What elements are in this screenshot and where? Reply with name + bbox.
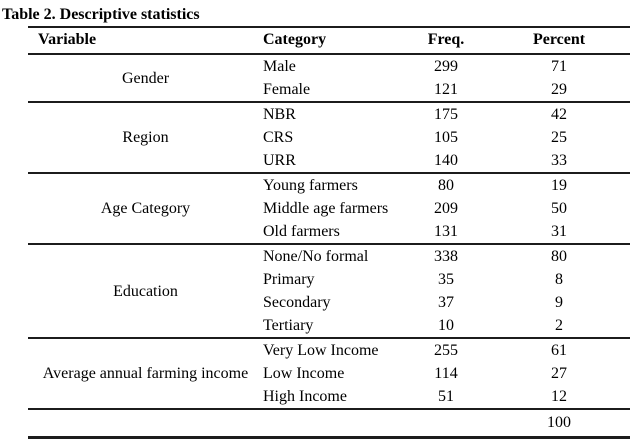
column-header-variable: Variable bbox=[28, 27, 263, 55]
percent-cell: 27 bbox=[551, 365, 567, 382]
table-row: Primary 35 8 bbox=[28, 268, 630, 291]
percent-cell: 12 bbox=[551, 388, 567, 405]
total-spacer-cell bbox=[28, 408, 488, 438]
category-cell: Male bbox=[263, 53, 404, 78]
category-cell: URR bbox=[263, 152, 296, 169]
freq-cell: 105 bbox=[434, 129, 458, 146]
column-header-percent: Percent bbox=[488, 27, 630, 55]
freq-cell: 209 bbox=[434, 200, 458, 217]
percent-cell: 61 bbox=[488, 337, 630, 362]
column-header-category: Category bbox=[263, 27, 404, 55]
freq-cell: 140 bbox=[434, 152, 458, 169]
table-row: CRS 105 25 bbox=[28, 126, 630, 149]
table-row: High Income 51 12 bbox=[28, 385, 630, 409]
table-row: Gender Male 299 71 bbox=[28, 53, 630, 102]
descriptive-statistics-table: Variable Category Freq. Percent Gender Ma… bbox=[28, 26, 630, 439]
percent-cell: 2 bbox=[555, 317, 563, 334]
table-row: Average annual farming income Very Low In… bbox=[28, 337, 630, 409]
category-cell: Middle age farmers bbox=[263, 200, 389, 217]
freq-cell: 35 bbox=[438, 271, 454, 288]
percent-cell: 8 bbox=[555, 271, 563, 288]
percent-cell: 50 bbox=[551, 200, 567, 217]
table-title: Table 2. Descriptive statistics bbox=[2, 6, 200, 23]
category-cell: Secondary bbox=[263, 294, 331, 311]
category-cell: None/No formal bbox=[263, 243, 404, 268]
table-header-row: Variable Category Freq. Percent bbox=[28, 27, 630, 55]
variable-cell: Average annual farming income bbox=[28, 337, 263, 409]
table-body: Gender Male 299 71 Female 121 29 Region NBR 175 42… bbox=[28, 53, 630, 438]
freq-cell: 114 bbox=[434, 365, 458, 382]
freq-cell: 80 bbox=[404, 172, 488, 197]
freq-cell: 299 bbox=[404, 53, 488, 78]
percent-cell: 29 bbox=[551, 81, 567, 98]
category-cell: Low Income bbox=[263, 365, 345, 382]
freq-cell: 338 bbox=[404, 243, 488, 268]
category-cell: High Income bbox=[263, 388, 347, 405]
percent-cell: 31 bbox=[551, 223, 567, 240]
variable-cell: Gender bbox=[28, 53, 263, 102]
category-cell: Old farmers bbox=[263, 223, 340, 240]
category-cell: Very Low Income bbox=[263, 337, 404, 362]
percent-cell: 19 bbox=[488, 172, 630, 197]
percent-cell: 42 bbox=[488, 101, 630, 126]
percent-cell: 33 bbox=[551, 152, 567, 169]
percent-cell: 71 bbox=[488, 53, 630, 78]
percent-cell: 25 bbox=[551, 129, 567, 146]
total-percent-cell: 100 bbox=[488, 408, 630, 438]
category-cell: Tertiary bbox=[263, 317, 314, 334]
freq-cell: 121 bbox=[434, 81, 458, 98]
total-row: 100 bbox=[28, 408, 630, 438]
variable-cell: Education bbox=[28, 243, 263, 338]
column-header-freq: Freq. bbox=[404, 27, 488, 55]
freq-cell: 175 bbox=[404, 101, 488, 126]
freq-cell: 37 bbox=[438, 294, 454, 311]
table-row: URR 140 33 bbox=[28, 149, 630, 173]
category-cell: NBR bbox=[263, 101, 404, 126]
percent-cell: 9 bbox=[555, 294, 563, 311]
table-row: Old farmers 131 31 bbox=[28, 220, 630, 244]
variable-cell: Region bbox=[28, 101, 263, 173]
freq-cell: 10 bbox=[438, 317, 454, 334]
freq-cell: 51 bbox=[438, 388, 454, 405]
percent-cell: 80 bbox=[488, 243, 630, 268]
table-row: Tertiary 10 2 bbox=[28, 314, 630, 338]
category-cell: Young farmers bbox=[263, 172, 404, 197]
category-cell: CRS bbox=[263, 129, 294, 146]
table-row: Secondary 37 9 bbox=[28, 291, 630, 314]
table-row: Middle age farmers 209 50 bbox=[28, 197, 630, 220]
category-cell: Female bbox=[263, 81, 311, 98]
freq-cell: 255 bbox=[404, 337, 488, 362]
variable-cell: Age Category bbox=[28, 172, 263, 244]
freq-cell: 131 bbox=[434, 223, 458, 240]
table-row: Age Category Young farmers 80 19 bbox=[28, 172, 630, 244]
table-row: Education None/No formal 338 80 bbox=[28, 243, 630, 338]
category-cell: Primary bbox=[263, 271, 315, 288]
table-row: Region NBR 175 42 bbox=[28, 101, 630, 173]
table-row: Female 121 29 bbox=[28, 78, 630, 102]
table-row: Low Income 114 27 bbox=[28, 362, 630, 385]
